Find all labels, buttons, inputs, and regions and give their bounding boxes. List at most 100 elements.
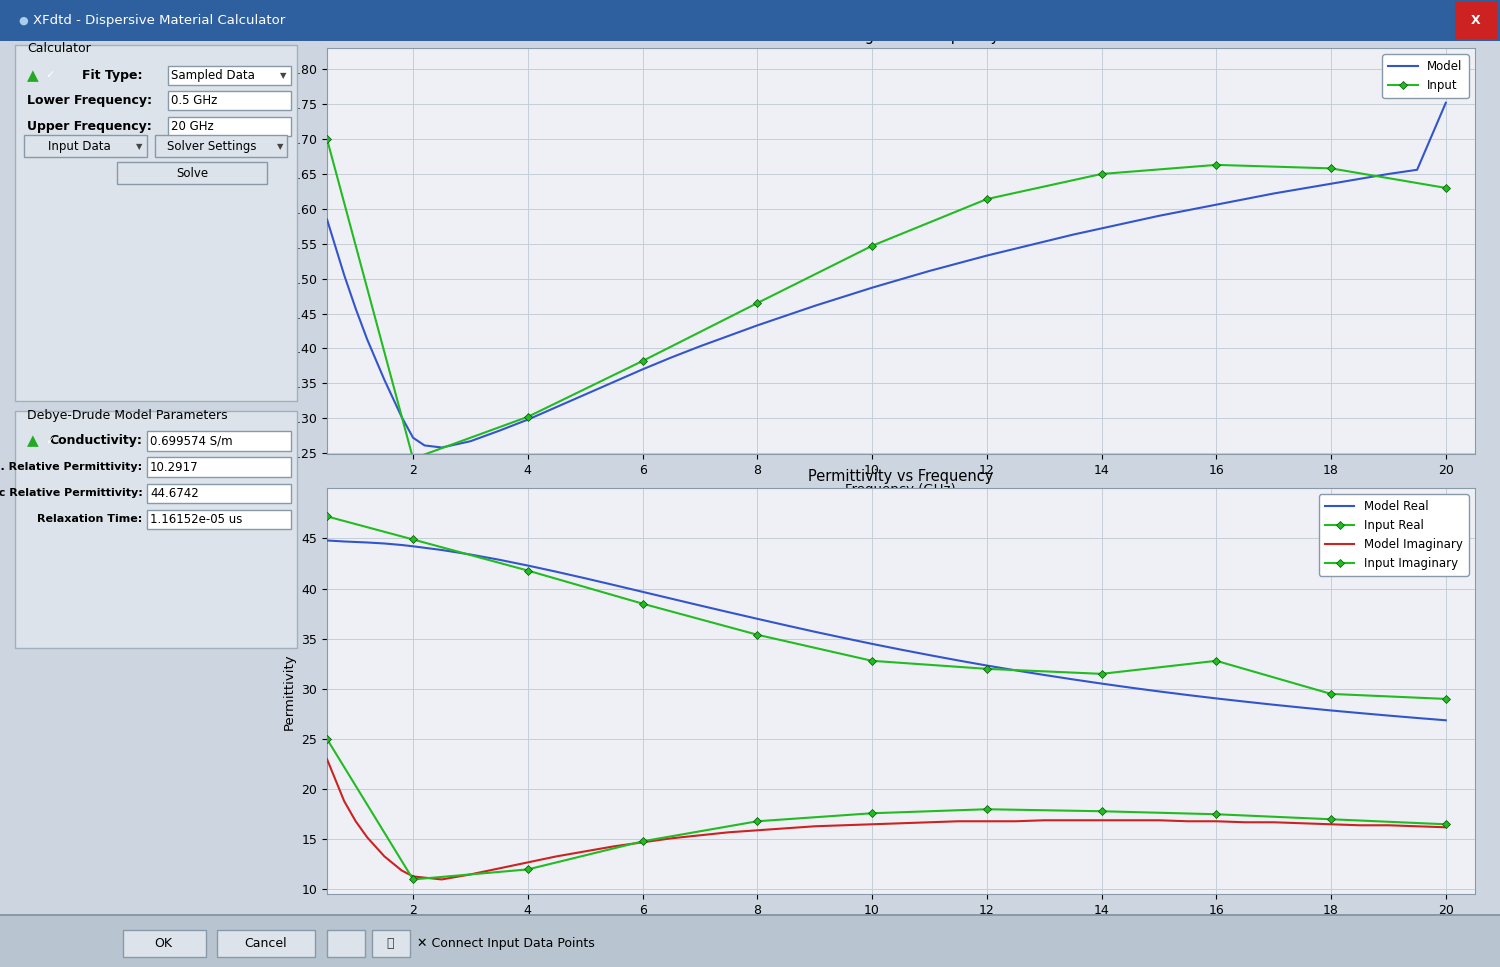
Model Imaginary	[692, 830, 709, 841]
Model Imaginary	[950, 815, 968, 827]
Model Real	[1437, 715, 1455, 726]
Model Real	[891, 644, 909, 656]
Y-axis label: Permittivity: Permittivity	[284, 653, 296, 730]
Model Real	[1236, 696, 1254, 708]
Text: Sampled Data: Sampled Data	[171, 69, 255, 82]
Model Real	[663, 593, 681, 604]
Model Real	[1035, 669, 1053, 681]
Model	[1236, 193, 1254, 205]
Model Imaginary	[1322, 818, 1340, 830]
Legend: Model Real, Input Real, Model Imaginary, Input Imaginary: Model Real, Input Real, Model Imaginary,…	[1318, 494, 1468, 575]
Model Imaginary	[806, 820, 824, 832]
Input Imaginary	[1322, 813, 1340, 825]
Model Imaginary	[375, 851, 393, 863]
Input	[1208, 160, 1225, 171]
Model Imaginary	[1236, 816, 1254, 828]
Model Imaginary	[393, 864, 411, 876]
Model Imaginary	[1350, 819, 1368, 831]
Model	[1092, 222, 1110, 234]
Input	[1322, 162, 1340, 174]
Model Real	[318, 535, 336, 546]
Model Real	[375, 538, 393, 549]
Model Imaginary	[1408, 820, 1426, 832]
Model Real	[1350, 707, 1368, 718]
Text: Static Relative Permittivity:: Static Relative Permittivity:	[0, 488, 142, 498]
Model Real	[519, 560, 537, 571]
Input	[633, 355, 651, 366]
Text: ▼: ▼	[278, 141, 284, 151]
Model	[548, 401, 566, 413]
Title: Loss Tangent vs Frequency: Loss Tangent vs Frequency	[802, 29, 999, 44]
Text: XFdtd - Dispersive Material Calculator: XFdtd - Dispersive Material Calculator	[33, 14, 285, 27]
Model	[777, 309, 795, 321]
Model Imaginary	[490, 863, 508, 874]
Input	[519, 411, 537, 423]
Model	[1179, 204, 1197, 216]
Model Real	[334, 536, 352, 547]
Model	[519, 414, 537, 425]
Line: Model Real: Model Real	[327, 541, 1446, 720]
Input Real	[748, 629, 766, 640]
Input	[404, 453, 422, 464]
Model Imaginary	[1293, 817, 1311, 829]
Model Imaginary	[1179, 815, 1197, 827]
Model	[604, 376, 622, 388]
Model	[978, 249, 996, 261]
Model Imaginary	[978, 815, 996, 827]
Model Imaginary	[1208, 815, 1225, 827]
Text: X: X	[1472, 14, 1480, 27]
Line: Model Imaginary: Model Imaginary	[327, 759, 1446, 879]
Model Real	[862, 638, 880, 650]
Input Imaginary	[748, 815, 766, 827]
Input Imaginary	[862, 807, 880, 819]
Line: Input Real: Input Real	[324, 513, 1449, 702]
Text: 0.699574 S/m: 0.699574 S/m	[150, 434, 232, 448]
Model	[1035, 236, 1053, 248]
Model Real	[490, 554, 508, 566]
Model Imaginary	[1150, 814, 1168, 826]
Model Real	[462, 548, 480, 560]
Text: 44.6742: 44.6742	[150, 486, 198, 500]
Model	[1380, 168, 1398, 180]
Model Imaginary	[720, 827, 738, 838]
Model Imaginary	[1035, 814, 1053, 826]
Input Imaginary	[978, 804, 996, 815]
Model	[462, 435, 480, 447]
Model	[862, 282, 880, 294]
Text: ▲: ▲	[27, 68, 39, 83]
Input Real	[1437, 693, 1455, 705]
Model Imaginary	[1120, 814, 1140, 826]
Model	[720, 330, 738, 341]
Model Imaginary	[1064, 814, 1082, 826]
Text: ●: ●	[18, 15, 27, 25]
Text: Debye-Drude Model Parameters: Debye-Drude Model Parameters	[27, 409, 228, 423]
Model	[891, 274, 909, 285]
Text: 20 GHz: 20 GHz	[171, 120, 213, 133]
Model	[950, 257, 968, 269]
Model	[1408, 164, 1426, 176]
Model Real	[1120, 682, 1140, 693]
Input Real	[633, 598, 651, 609]
Model Imaginary	[1007, 815, 1025, 827]
Model	[318, 214, 336, 225]
Model Imaginary	[777, 823, 795, 835]
Model	[432, 442, 450, 454]
Model Real	[777, 620, 795, 631]
Model	[921, 265, 939, 277]
Model Imaginary	[318, 753, 336, 765]
Text: Fit Type:: Fit Type:	[82, 69, 142, 82]
Model Real	[604, 579, 622, 591]
Model Real	[950, 655, 968, 666]
Model	[633, 364, 651, 375]
Model Imaginary	[1264, 816, 1282, 828]
Text: Conductivity:: Conductivity:	[50, 434, 142, 448]
Model	[1150, 210, 1168, 221]
Text: ✓: ✓	[45, 436, 54, 446]
Model Imaginary	[576, 845, 594, 857]
Text: Relaxation Time:: Relaxation Time:	[38, 514, 142, 524]
Text: OK: OK	[154, 937, 172, 951]
Model	[1350, 173, 1368, 185]
Input	[862, 240, 880, 251]
Model Real	[1264, 699, 1282, 711]
Text: 1.16152e-05 us: 1.16152e-05 us	[150, 513, 243, 526]
